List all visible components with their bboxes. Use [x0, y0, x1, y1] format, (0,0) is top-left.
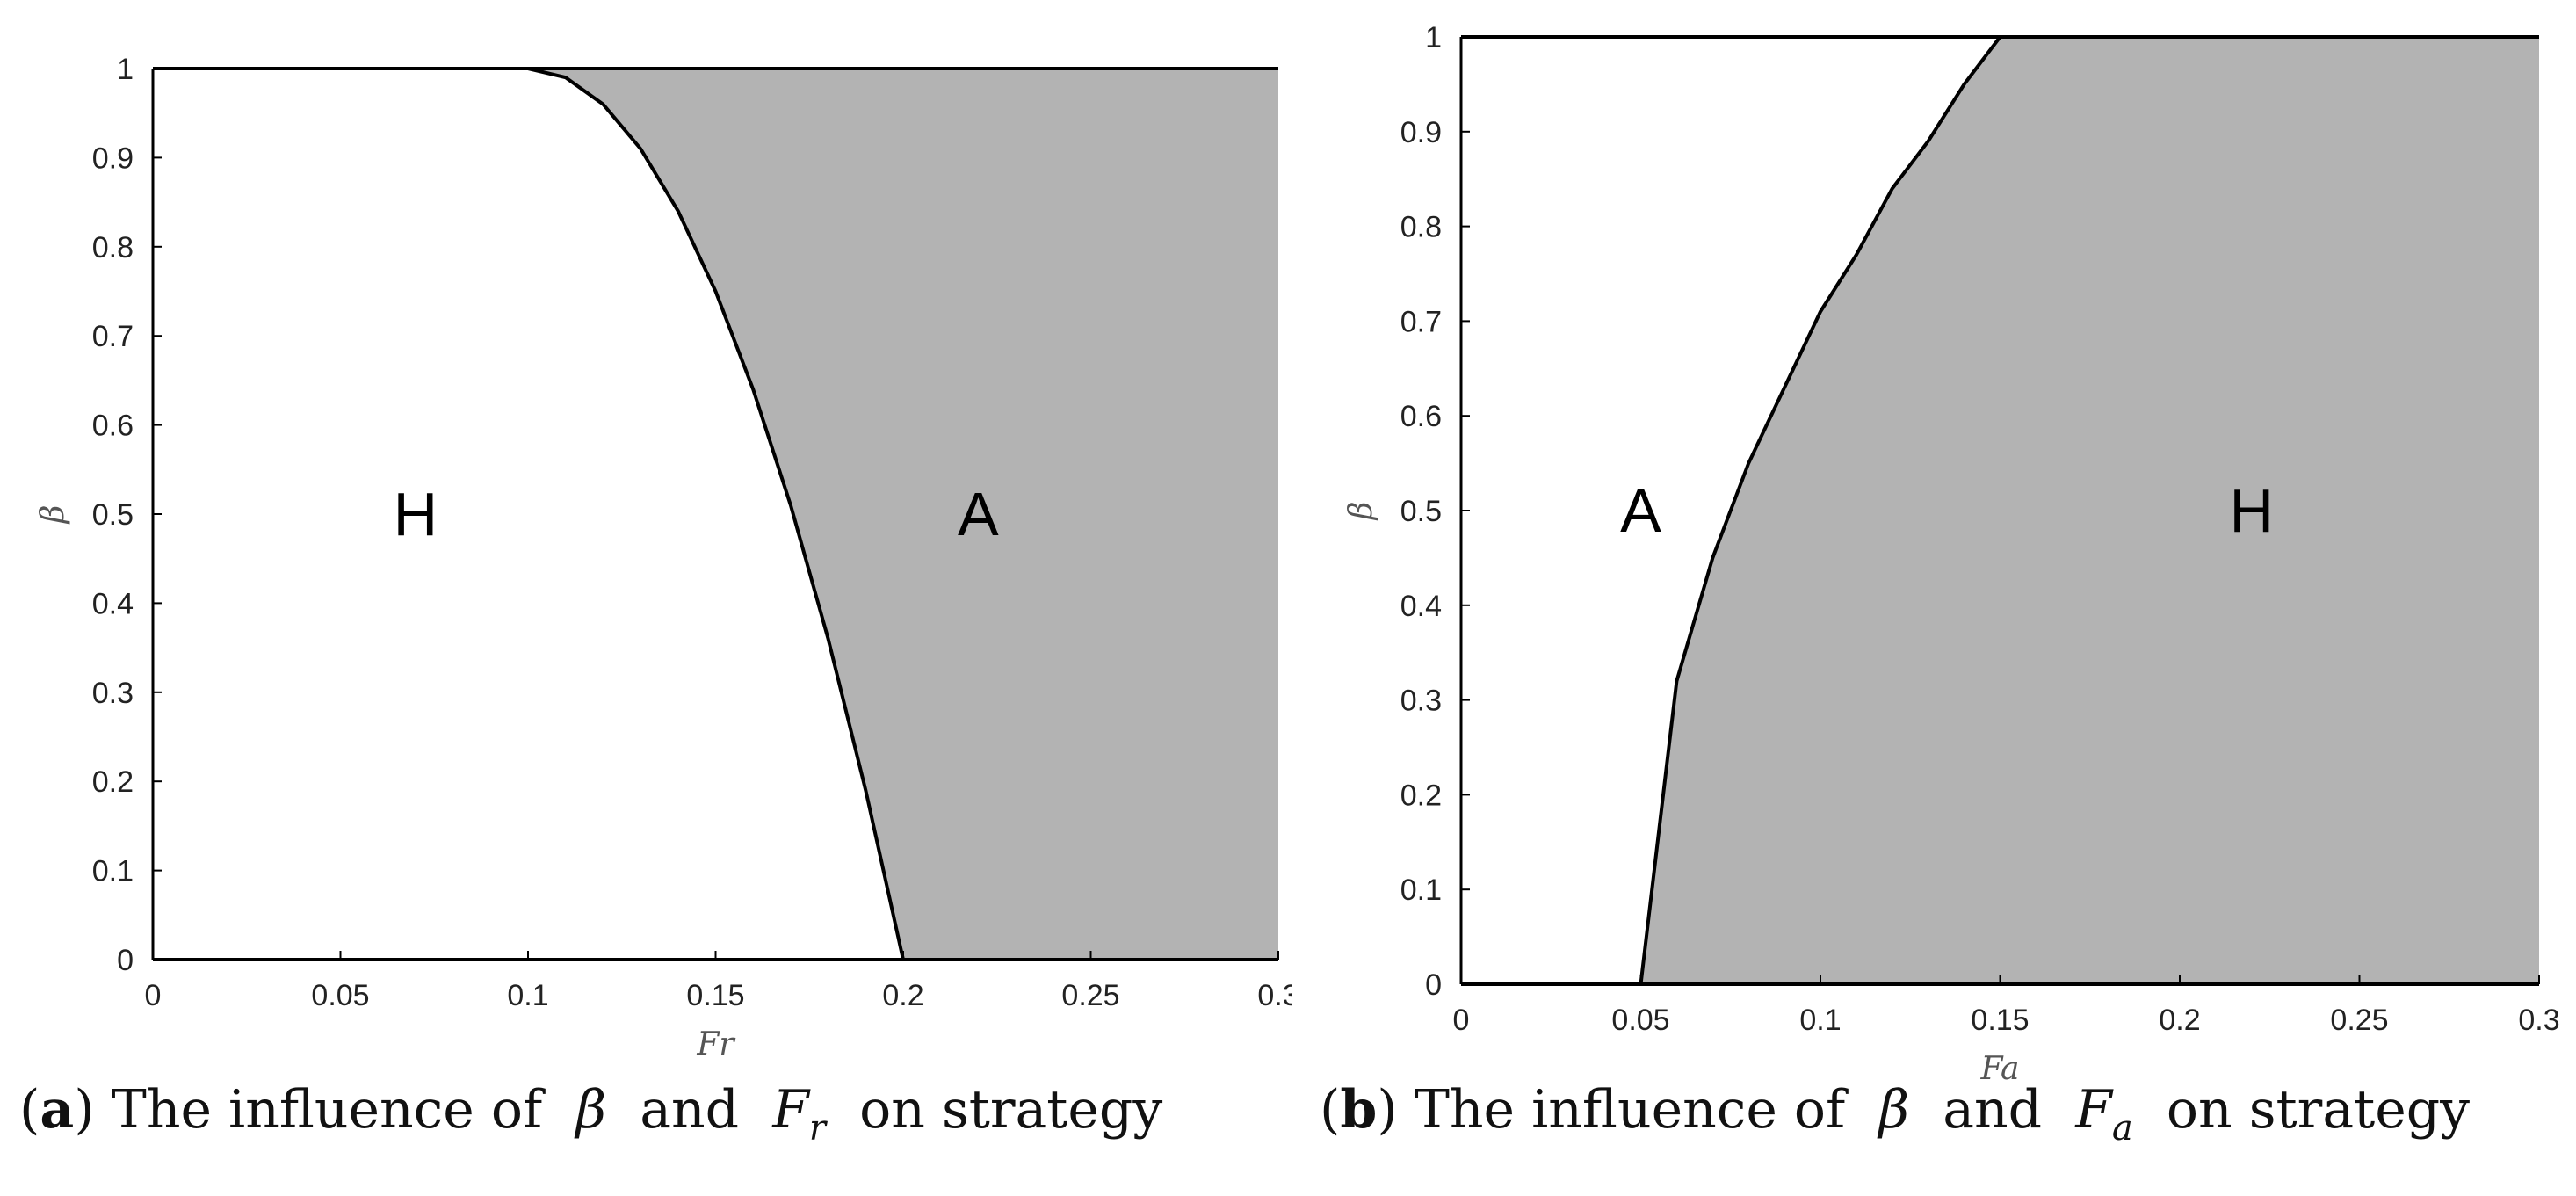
caption-b-symbol-f: F — [2075, 1079, 2112, 1141]
x-tick-label: 0.2 — [882, 979, 923, 1012]
x-tick-label: 0.05 — [311, 979, 369, 1012]
y-tick-label: 0.5 — [92, 498, 134, 532]
x-axis-label: Fa — [1980, 1051, 2020, 1087]
x-tick-label: 0.2 — [2159, 1004, 2200, 1037]
boundary-curve — [527, 67, 905, 960]
x-tick-label: 0.3 — [2518, 1004, 2559, 1037]
boundary-curve — [1639, 35, 2002, 985]
chart-panel-b: 0 0.1 0.2 0.3 0.4 0.5 0.6 0.7 0.8 0.9 1 0 0.05 0.1 0.1… — [1300, 0, 2576, 1196]
caption-b: (b) The influence of β and Fa on strateg… — [1320, 1079, 2471, 1149]
y-tick-label: 0.2 — [1400, 779, 1442, 812]
y-tick-label: 0.3 — [1400, 685, 1442, 718]
caption-a-text: The influence of — [111, 1079, 543, 1141]
x-tick-label: 0.05 — [1611, 1004, 1669, 1037]
caption-a-and: and — [640, 1079, 740, 1141]
y-tick-label: 0.8 — [1400, 211, 1442, 244]
x-tick-label: 0.3 — [1257, 979, 1292, 1012]
caption-a-text-end: on strategy — [859, 1079, 1163, 1141]
y-tick-label: 0 — [117, 944, 134, 977]
y-tick-label: 0.5 — [1400, 495, 1442, 528]
region-label: H — [394, 480, 438, 548]
shaded-region — [1640, 37, 2539, 984]
x-tick-label: 0.25 — [1061, 979, 1119, 1012]
y-tick-label: 0.9 — [92, 141, 134, 175]
caption-b-letter: b — [1340, 1079, 1378, 1141]
y-tick-label: 0.8 — [92, 231, 134, 265]
y-axis-label: β — [35, 505, 71, 526]
caption-a-symbol-beta: β — [575, 1079, 607, 1141]
region-label: H — [2230, 476, 2275, 545]
caption-a-letter: a — [40, 1079, 75, 1141]
y-tick-label: 0 — [1425, 968, 1442, 1002]
y-tick-label: 1 — [117, 53, 134, 86]
caption-b-and: and — [1943, 1079, 2043, 1141]
region-label: A — [958, 480, 999, 548]
region-label: A — [1620, 476, 1661, 545]
chart-a-svg: 0 0.1 0.2 0.3 0.4 0.5 0.6 0.7 0.8 0.9 1 0 0.05 0.1 0.1… — [35, 53, 1292, 1062]
y-tick-label: 0.9 — [1400, 116, 1442, 149]
x-axis-label: Fr — [696, 1026, 735, 1062]
y-tick-label: 1 — [1425, 21, 1442, 54]
x-tick-label: 0 — [145, 979, 162, 1012]
y-axis-label: β — [1343, 502, 1379, 522]
caption-b-symbol-beta: β — [1878, 1079, 1910, 1141]
x-tick-label: 0.15 — [1971, 1004, 2029, 1037]
x-tick-label: 0 — [1453, 1004, 1470, 1037]
y-tick-label: 0.2 — [92, 765, 134, 799]
caption-b-text: The influence of — [1414, 1079, 1846, 1141]
y-tick-label: 0.7 — [1400, 305, 1442, 338]
x-tick-label: 0.1 — [507, 979, 548, 1012]
chart-panel-a: 0 0.1 0.2 0.3 0.4 0.5 0.6 0.7 0.8 0.9 1 0 0.05 0.1 0.1… — [19, 53, 1292, 1149]
caption-b-text-end: on strategy — [2166, 1079, 2471, 1141]
x-tick-label: 0.15 — [686, 979, 744, 1012]
y-tick-label: 0.1 — [1400, 873, 1442, 907]
caption-a-symbol-sub: r — [808, 1108, 826, 1149]
y-tick-label: 0.6 — [92, 410, 134, 443]
x-tick-label: 0.25 — [2330, 1004, 2388, 1037]
chart-b-svg: 0 0.1 0.2 0.3 0.4 0.5 0.6 0.7 0.8 0.9 1 0 0.05 0.1 0.1… — [1343, 21, 2560, 1087]
y-tick-label: 0.7 — [92, 320, 134, 353]
x-tick-label: 0.1 — [1799, 1004, 1841, 1037]
y-tick-label: 0.3 — [92, 677, 134, 710]
caption-b-symbol-sub: a — [2111, 1108, 2133, 1149]
caption-a: (a) The influence of β and Fr on strateg… — [19, 1079, 1163, 1149]
y-tick-label: 0.4 — [1400, 590, 1442, 623]
y-tick-label: 0.4 — [92, 587, 134, 620]
caption-a-symbol-f: F — [772, 1079, 809, 1141]
y-tick-label: 0.1 — [92, 855, 134, 888]
y-tick-label: 0.6 — [1400, 400, 1442, 433]
